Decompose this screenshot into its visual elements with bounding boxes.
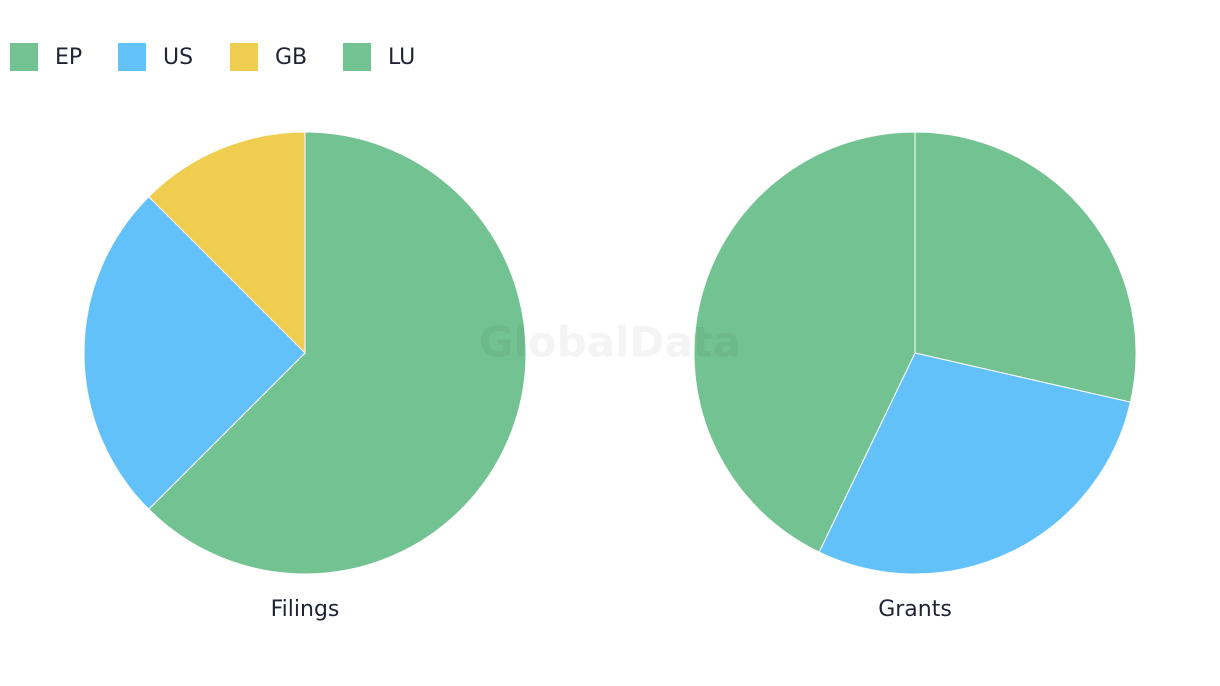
pie-slice xyxy=(83,196,306,510)
pie-title: Grants xyxy=(878,597,952,622)
pie-slice xyxy=(148,131,527,575)
pie-slice xyxy=(818,352,1132,575)
watermark: GlobalData xyxy=(479,318,741,367)
legend-label: US xyxy=(163,45,193,70)
legend-label: GB xyxy=(275,45,307,70)
legend-swatch xyxy=(230,43,258,71)
legend-swatch xyxy=(118,43,146,71)
legend-label: EP xyxy=(55,45,82,70)
pie-slice xyxy=(914,131,1137,403)
legend-label: LU xyxy=(388,45,415,70)
pie-slice xyxy=(148,131,306,355)
legend-swatch xyxy=(343,43,371,71)
pie-slice xyxy=(693,131,916,553)
legend-swatch xyxy=(10,43,38,71)
pie-title: Filings xyxy=(271,597,340,622)
